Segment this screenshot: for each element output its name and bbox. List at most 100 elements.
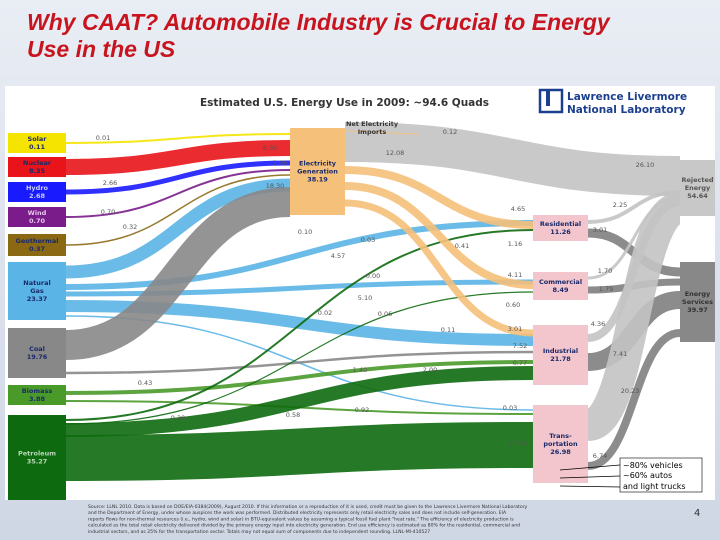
- node-name: Coal: [29, 345, 45, 353]
- node-box: [8, 133, 66, 153]
- flow: [65, 174, 291, 246]
- slide-title: Why CAAT? Automobile Industry is Crucial…: [27, 9, 611, 62]
- node-name: Generation: [297, 168, 338, 176]
- logo-mark: [538, 88, 564, 114]
- node-name: Petroleum: [18, 450, 56, 458]
- flow-label: 7.52: [513, 342, 527, 350]
- node-value: 8.35: [29, 167, 46, 175]
- node-name: Wind: [28, 209, 47, 217]
- node-name: Commercial: [539, 278, 582, 286]
- node-value: 0.37: [29, 245, 45, 253]
- flow: [587, 190, 681, 224]
- node-name: portation: [543, 440, 578, 448]
- flow-label: 0.39: [171, 414, 185, 422]
- node-name: Industrial: [543, 347, 578, 355]
- flow-label: 6.74: [593, 452, 607, 460]
- node-name: Residential: [540, 220, 581, 228]
- node-value: 21.78: [550, 355, 571, 363]
- logo-text: Lawrence Livermore: [567, 91, 687, 103]
- flow-label: 2.66: [103, 179, 117, 187]
- flow: [65, 350, 534, 375]
- flow-label: 3.01: [508, 325, 522, 333]
- node-value: 3.88: [29, 395, 46, 403]
- node-value: 0.70: [29, 217, 46, 225]
- flow: [65, 160, 291, 195]
- node-box: [8, 415, 66, 500]
- flow-label: 1.16: [508, 240, 522, 248]
- flow-label: 1.70: [598, 267, 612, 275]
- flow-label: 1.40: [353, 366, 367, 374]
- annotation-text: ~80% vehicles: [623, 461, 683, 470]
- flow-label: 18.30: [266, 182, 285, 190]
- flow-label: 0.11: [441, 326, 455, 334]
- node-name: Nuclear: [23, 159, 52, 167]
- node-value: 38.19: [307, 176, 328, 184]
- footnote-line: Source: LLNL 2010. Data is based on DOE/…: [88, 504, 528, 510]
- node-value: 11.26: [550, 228, 571, 236]
- flow-label: 0.10: [298, 228, 312, 236]
- flow: [587, 329, 681, 470]
- footnote-line: and the Department of Energy, under whos…: [88, 510, 507, 516]
- imports-label: Net Electricity Imports 0.12: [346, 120, 457, 136]
- arrow: [559, 485, 621, 488]
- node-box: [290, 128, 345, 215]
- flow-label: 3.01: [593, 226, 607, 234]
- footnote-line: reports flows for non-thermal resources …: [88, 516, 514, 522]
- flow-label: 4.36: [591, 320, 605, 328]
- flow: [65, 422, 534, 481]
- node-value: 39.97: [687, 306, 708, 314]
- node-name: Energy: [685, 290, 711, 298]
- annotation: ~80% vehicles ~60% autos and light truck…: [559, 457, 703, 493]
- flow-label: 5.10: [358, 294, 372, 302]
- node-value: 8.49: [552, 286, 569, 294]
- node-box: [680, 160, 715, 216]
- flow-label: 7.41: [613, 350, 627, 358]
- node-box: [8, 234, 66, 256]
- flow-label: 0.00: [366, 272, 380, 280]
- flow-label: 8.35: [263, 144, 277, 152]
- imports-value: 0.12: [443, 128, 457, 136]
- flow: [65, 187, 291, 360]
- node-box: [533, 325, 588, 385]
- flow: [65, 133, 291, 144]
- flow: [344, 122, 681, 196]
- footnote-line: calculated as the total retail electrici…: [88, 523, 520, 529]
- node-name: Services: [682, 298, 713, 306]
- flow-label: 0.01: [96, 134, 110, 142]
- flow: [65, 360, 534, 395]
- annotation-text: and light trucks: [623, 482, 686, 491]
- node-value: 23.37: [27, 295, 48, 303]
- flow-label: 26.10: [636, 161, 655, 169]
- flow: [65, 291, 534, 425]
- node-name: Trans-: [549, 432, 572, 440]
- flow-label: 0.02: [318, 309, 332, 317]
- node-name: Geothermal: [16, 237, 59, 245]
- node-box: [8, 262, 66, 320]
- node-name: Natural: [23, 279, 50, 287]
- node-name: Energy: [685, 184, 711, 192]
- node-box: [8, 182, 66, 202]
- flow: [65, 178, 291, 279]
- logo-text: National Laboratory: [567, 104, 686, 116]
- flow-label: 0.06: [378, 310, 392, 318]
- node-box: [8, 385, 66, 405]
- flow-label: 0.58: [286, 411, 300, 419]
- flow: [344, 130, 421, 135]
- flow-labels: 0.01 8.35 7.06 2.66 18.30 0.70 0.32 12.08 26.10 4…: [96, 134, 655, 460]
- flow: [65, 366, 534, 437]
- flow-label: 0.32: [123, 223, 137, 231]
- node-box: [533, 215, 588, 241]
- flow: [65, 169, 291, 218]
- flow: [344, 199, 534, 337]
- footnote-line: industrial sectors, and as 25% for the t…: [88, 529, 430, 535]
- annotation-text: ~60% autos: [623, 471, 672, 480]
- node-name: Rejected: [681, 176, 713, 184]
- imports-name: Imports: [358, 128, 387, 136]
- node-value: 35.27: [27, 458, 48, 466]
- flow-label: 0.60: [506, 301, 520, 309]
- flow-label: 25.34: [509, 439, 528, 447]
- flow-label: 0.70: [101, 208, 115, 216]
- diagram-title: Estimated U.S. Energy Use in 2009: ~94.6…: [200, 97, 489, 109]
- arrow: [559, 475, 621, 479]
